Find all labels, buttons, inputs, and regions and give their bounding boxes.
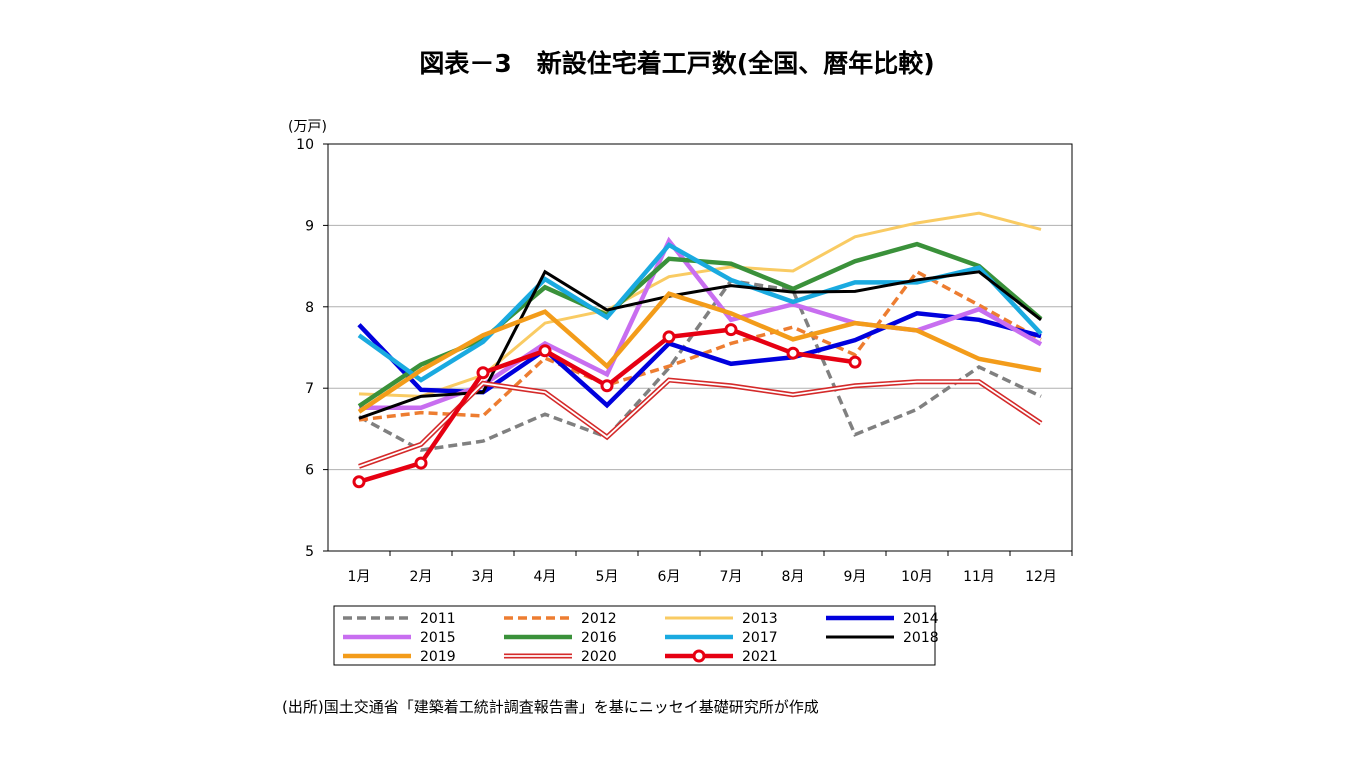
series-line (358, 211, 1042, 398)
series-2019 (357, 291, 1042, 414)
series-line (358, 269, 1042, 422)
legend-label: 2019 (420, 649, 456, 665)
legend-label: 2018 (903, 630, 939, 646)
series-2011 (358, 278, 1042, 452)
x-tick-label: 1月 (348, 569, 371, 585)
legend-item-2021: 2021 (665, 649, 778, 665)
legend: 2011 2012 2013 2014 2015 2016 2017 2018 2019 2020… (333, 605, 939, 666)
plot-area (327, 143, 1073, 552)
y-axis-unit: (万戸) (288, 119, 327, 135)
legend-label: 2016 (581, 630, 617, 646)
data-point (662, 330, 676, 344)
legend-label: 2011 (420, 611, 456, 627)
legend-label: 2013 (742, 611, 778, 627)
series-line (357, 291, 1042, 414)
x-tick-label: 5月 (596, 569, 619, 585)
series-2021 (352, 323, 862, 489)
x-tick-label: 7月 (720, 569, 743, 585)
legend-label: 2012 (581, 611, 617, 627)
x-tick-label: 6月 (658, 569, 681, 585)
y-tick-label: 5 (305, 544, 314, 560)
legend-marker (692, 649, 706, 663)
series-line-inner (358, 379, 1042, 468)
legend-item-2020: 2020 (504, 649, 617, 665)
legend-item-2012: 2012 (504, 611, 617, 627)
series-2017 (357, 242, 1043, 383)
y-tick-label: 7 (305, 381, 314, 397)
legend-label: 2020 (581, 649, 617, 665)
x-tick-label: 4月 (534, 569, 557, 585)
x-tick-label: 12月 (1025, 569, 1057, 585)
data-point (600, 379, 614, 393)
series-2020 (358, 377, 1043, 469)
y-tick-label: 6 (305, 463, 314, 479)
x-tick-label: 2月 (410, 569, 433, 585)
x-tick-label: 3月 (472, 569, 495, 585)
x-tick-label: 11月 (963, 569, 995, 585)
data-point (786, 346, 800, 360)
legend-item-2014: 2014 (826, 611, 939, 627)
legend-label: 2017 (742, 630, 778, 646)
y-tick-label: 10 (296, 137, 314, 153)
data-point (414, 456, 428, 470)
series-line (357, 242, 1043, 383)
series-line (358, 278, 1042, 452)
legend-label: 2021 (742, 649, 778, 665)
data-point (724, 323, 738, 337)
data-point (352, 475, 366, 489)
legend-label: 2015 (420, 630, 456, 646)
y-tick-label: 9 (305, 218, 314, 234)
legend-item-2013: 2013 (665, 611, 778, 627)
legend-item-2018: 2018 (826, 630, 939, 646)
series-2012 (358, 269, 1042, 422)
x-tick-label: 8月 (782, 569, 805, 585)
data-point (476, 366, 490, 380)
y-tick-label: 8 (305, 300, 314, 316)
legend-item-2019: 2019 (343, 649, 456, 665)
x-tick-label: 10月 (901, 569, 933, 585)
data-point (538, 344, 552, 358)
data-point (848, 355, 862, 369)
legend-item-2016: 2016 (504, 630, 617, 646)
legend-label: 2014 (903, 611, 939, 627)
legend-item-2011: 2011 (343, 611, 456, 627)
source-note: (出所)国土交通省「建築着工統計調査報告書」を基にニッセイ基礎研究所が作成 (282, 698, 819, 716)
x-tick-label: 9月 (844, 569, 867, 585)
legend-item-2015: 2015 (343, 630, 456, 646)
chart-title: 図表－3 新設住宅着工戸数(全国、暦年比較) (419, 49, 935, 78)
legend-item-2017: 2017 (665, 630, 778, 646)
